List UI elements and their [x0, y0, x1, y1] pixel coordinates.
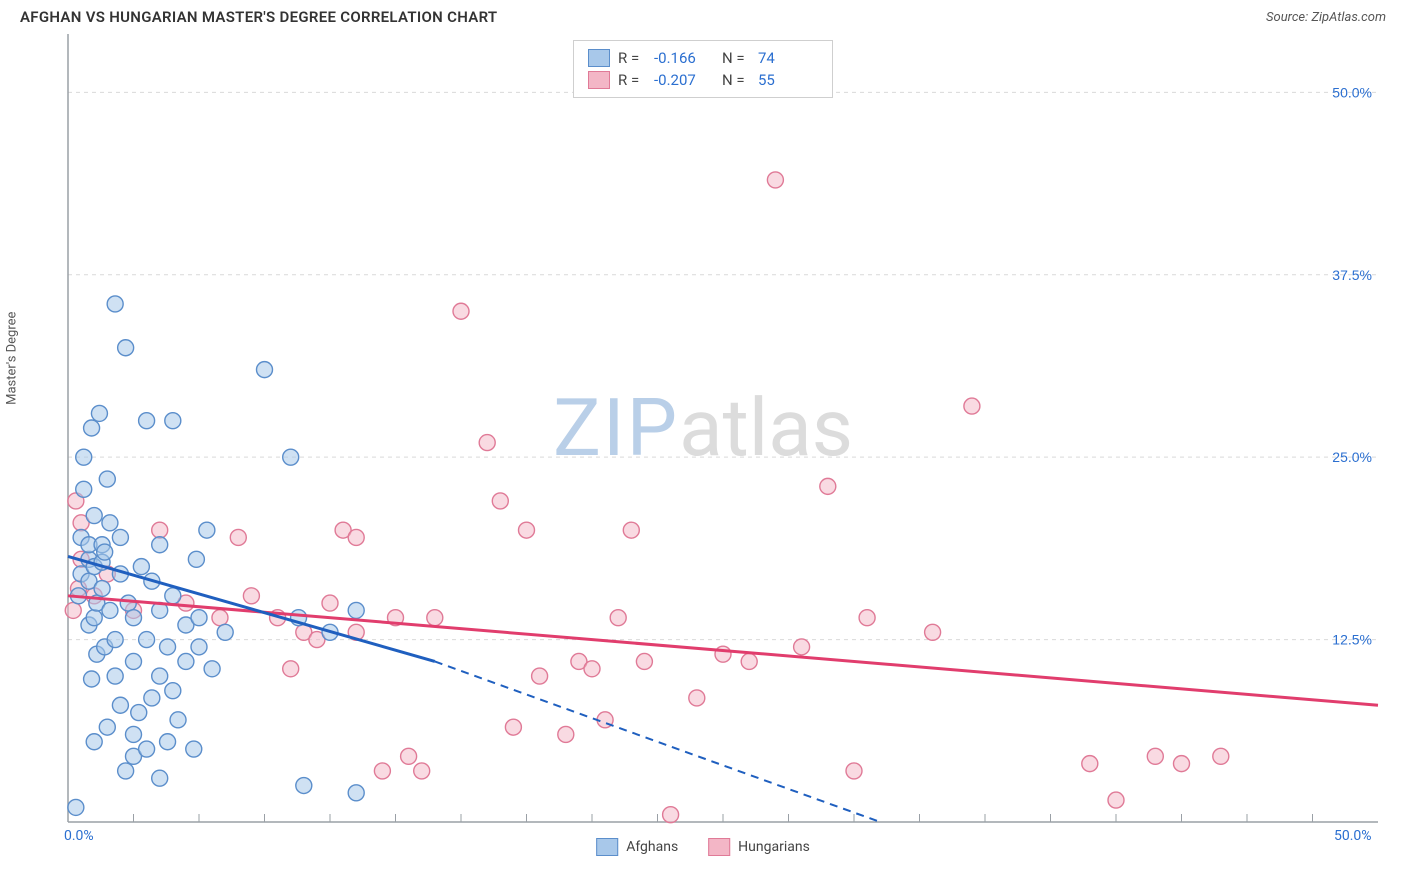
chart-container: Master's Degree 12.5%25.0%37.5%50.0% ZIP… — [20, 34, 1386, 854]
legend-label-hungarians: Hungarians — [738, 839, 810, 855]
stats-row-afghans: R = -0.166 N = 74 — [588, 47, 818, 69]
r-value-afghans: -0.166 — [654, 49, 714, 67]
chart-source: Source: ZipAtlas.com — [1266, 10, 1386, 25]
svg-text:25.0%: 25.0% — [1332, 449, 1372, 465]
chart-title: AFGHAN VS HUNGARIAN MASTER'S DEGREE CORR… — [20, 8, 497, 26]
svg-text:37.5%: 37.5% — [1332, 267, 1372, 283]
source-prefix: Source: — [1266, 10, 1311, 25]
legend-label-afghans: Afghans — [626, 839, 678, 855]
swatch-hungarians — [588, 71, 610, 89]
stats-row-hungarians: R = -0.207 N = 55 — [588, 69, 818, 91]
scatter-chart: 12.5% 25.0% 37.5% 50.0% — [20, 34, 1386, 854]
series-legend: Afghans Hungarians — [596, 838, 810, 856]
svg-text:50.0%: 50.0% — [1332, 84, 1372, 100]
n-label: N = — [722, 71, 750, 89]
n-value-afghans: 74 — [758, 49, 818, 67]
y-axis-label: Master's Degree — [5, 312, 20, 405]
n-value-hungarians: 55 — [758, 71, 818, 89]
svg-text:12.5%: 12.5% — [1332, 632, 1372, 648]
chart-header: AFGHAN VS HUNGARIAN MASTER'S DEGREE CORR… — [0, 0, 1406, 30]
source-name: ZipAtlas.com — [1311, 10, 1386, 25]
swatch-hungarians — [708, 838, 730, 856]
n-label: N = — [722, 49, 750, 67]
r-label: R = — [618, 49, 646, 67]
legend-item-afghans: Afghans — [596, 838, 678, 856]
r-value-hungarians: -0.207 — [654, 71, 714, 89]
stats-legend: R = -0.166 N = 74 R = -0.207 N = 55 — [573, 40, 833, 98]
swatch-afghans — [588, 49, 610, 67]
x-axis-max: 50.0% — [1334, 828, 1372, 844]
r-label: R = — [618, 71, 646, 89]
swatch-afghans — [596, 838, 618, 856]
x-axis-min: 0.0% — [64, 828, 94, 844]
legend-item-hungarians: Hungarians — [708, 838, 810, 856]
